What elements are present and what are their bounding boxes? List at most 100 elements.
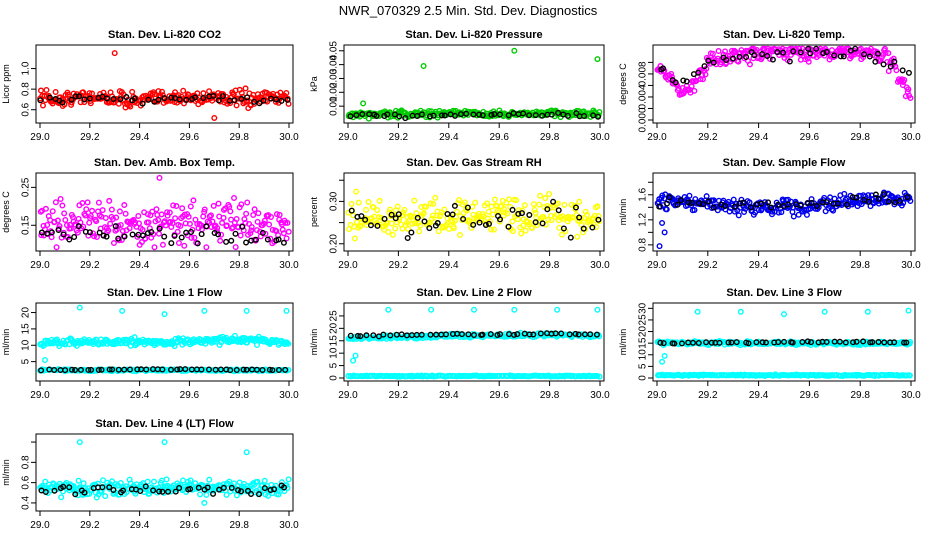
outlier-point xyxy=(111,50,118,57)
data-point xyxy=(663,206,670,213)
data-point xyxy=(215,231,222,238)
data-point xyxy=(283,89,290,96)
data-point xyxy=(271,486,278,493)
data-point xyxy=(530,331,537,338)
data-point xyxy=(544,206,551,213)
data-point xyxy=(789,339,796,346)
x-tick-label: 29.0 xyxy=(338,132,358,143)
data-point xyxy=(215,97,222,104)
data-point xyxy=(176,96,183,103)
data-point xyxy=(580,225,587,232)
x-tick-label: 29.2 xyxy=(389,260,409,271)
data-point xyxy=(185,213,192,220)
data-point xyxy=(100,477,107,484)
data-point xyxy=(168,240,175,247)
plot-frame xyxy=(652,302,916,382)
points xyxy=(37,174,292,251)
data-point xyxy=(121,202,128,209)
data-point xyxy=(531,206,538,213)
x-tick-label: 29.6 xyxy=(180,520,200,531)
data-point xyxy=(191,234,198,241)
data-point xyxy=(170,202,177,209)
outlier-point xyxy=(211,114,218,121)
data-point xyxy=(110,486,117,493)
data-point xyxy=(591,212,598,219)
data-point xyxy=(888,193,895,200)
data-point xyxy=(530,201,537,208)
data-point xyxy=(587,331,594,338)
data-point xyxy=(813,45,820,52)
data-point xyxy=(548,111,555,118)
data-point xyxy=(216,486,223,493)
data-point xyxy=(169,220,176,227)
data-point xyxy=(505,112,512,119)
data-point xyxy=(430,112,437,119)
data-point xyxy=(81,96,88,103)
data-point xyxy=(595,113,602,120)
data-point xyxy=(139,226,146,233)
data-point xyxy=(708,339,715,346)
data-point xyxy=(537,192,544,199)
chart-title: Stan. Dev. Amb. Box Temp. xyxy=(94,157,235,169)
x-tick-label: 29.8 xyxy=(229,132,249,143)
data-point xyxy=(522,227,529,234)
data-point xyxy=(691,207,698,214)
data-point xyxy=(348,207,355,214)
data-point xyxy=(210,202,217,209)
data-point xyxy=(389,231,396,238)
data-point xyxy=(880,192,887,199)
data-point xyxy=(699,201,706,208)
data-point xyxy=(66,236,73,243)
data-point xyxy=(435,228,442,235)
data-point xyxy=(536,201,543,208)
data-point xyxy=(808,339,815,346)
data-point xyxy=(470,221,477,228)
data-point xyxy=(813,203,820,210)
data-point xyxy=(795,211,802,218)
data-point xyxy=(394,203,401,210)
data-point xyxy=(388,211,395,218)
y-tick-label: 0.6 xyxy=(21,102,32,116)
data-point xyxy=(354,332,361,339)
data-point xyxy=(463,110,470,117)
data-point xyxy=(75,223,82,230)
data-point xyxy=(243,366,250,373)
data-point xyxy=(159,366,166,373)
outlier-point xyxy=(511,47,518,54)
data-point xyxy=(545,216,552,223)
data-point xyxy=(164,209,171,216)
data-point xyxy=(195,484,202,491)
data-point xyxy=(381,215,388,222)
data-point xyxy=(496,218,503,225)
data-point xyxy=(405,225,412,232)
points xyxy=(37,304,292,375)
data-point xyxy=(683,78,690,85)
data-point xyxy=(657,339,664,346)
data-point xyxy=(251,206,258,213)
data-point xyxy=(255,210,262,217)
data-point xyxy=(109,478,116,485)
y-tick-label: 0.20 xyxy=(329,234,340,254)
data-point xyxy=(710,204,717,211)
x-tick-label: 29.4 xyxy=(749,390,769,401)
data-point xyxy=(269,367,276,374)
data-point xyxy=(671,340,678,347)
data-point xyxy=(75,477,82,484)
data-point xyxy=(504,210,511,217)
data-point xyxy=(804,338,811,345)
data-point xyxy=(710,59,717,66)
data-point xyxy=(104,95,111,102)
data-point xyxy=(546,191,553,198)
data-point xyxy=(227,100,234,107)
y-tick-label: 15 xyxy=(21,323,32,335)
y-tick-label: 0.8 xyxy=(21,82,32,96)
data-point xyxy=(37,97,44,104)
data-point xyxy=(491,111,498,118)
data-point xyxy=(98,366,105,373)
data-point xyxy=(134,366,141,373)
data-point xyxy=(518,230,525,237)
data-point xyxy=(203,223,210,230)
chart-title: Stan. Dev. Sample Flow xyxy=(723,157,846,169)
data-point xyxy=(434,220,441,227)
data-point xyxy=(515,207,522,214)
